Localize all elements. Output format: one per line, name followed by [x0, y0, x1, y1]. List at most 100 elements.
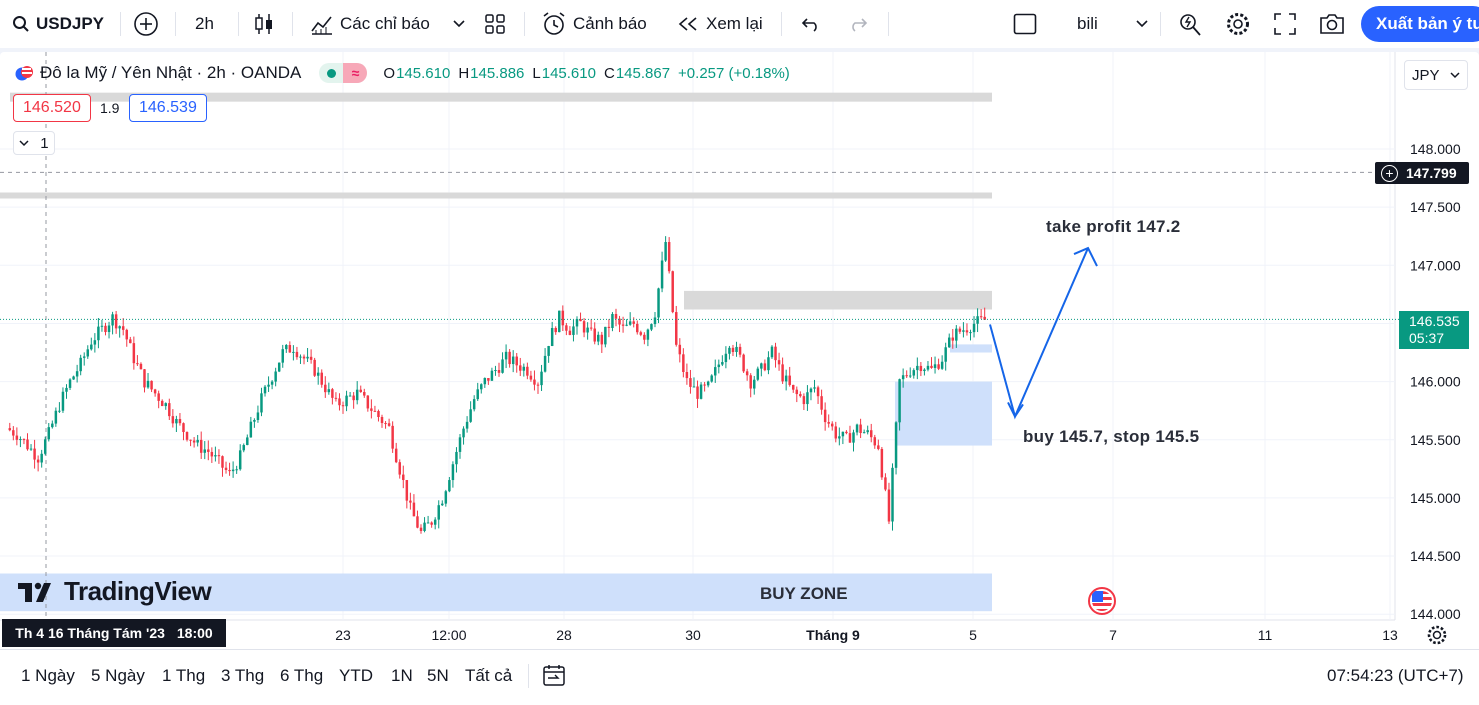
candle-body: [345, 395, 348, 407]
market-open-icon: [319, 68, 343, 78]
candle-body: [419, 527, 423, 531]
candle-body: [100, 325, 104, 327]
chart-legend: Đô la Mỹ / Yên Nhật · 2h · OANDA ≈ O145.…: [14, 62, 790, 84]
range-3m[interactable]: 3 Thg: [221, 666, 265, 685]
candle-body: [852, 432, 855, 443]
candle-body: [469, 409, 472, 422]
range-1d[interactable]: 1 Ngày: [21, 666, 75, 685]
candle-body: [862, 432, 866, 434]
chevron-down-icon: [453, 20, 465, 28]
timezone-clock[interactable]: 07:54:23 (UTC+7): [1327, 666, 1464, 685]
us-flag-icon[interactable]: [1088, 587, 1116, 615]
alert-button[interactable]: Cảnh báo: [541, 0, 647, 48]
candle-body: [207, 449, 210, 452]
candle-body: [455, 451, 458, 465]
quantity-toggle[interactable]: 1: [13, 131, 55, 155]
range-1y[interactable]: 1N: [391, 666, 413, 685]
settings-button[interactable]: [1225, 0, 1251, 48]
snapshot-button[interactable]: [1318, 0, 1346, 48]
range-6m[interactable]: 6 Thg: [280, 666, 324, 685]
chevron-down-icon: [1450, 71, 1460, 78]
indicators-button[interactable]: Các chỉ báo: [310, 0, 430, 48]
candle-body: [621, 324, 625, 326]
layout-name-button[interactable]: bili: [1077, 0, 1098, 48]
axis-settings-button[interactable]: [1426, 624, 1448, 651]
range-5d[interactable]: 5 Ngày: [91, 666, 145, 685]
last-price-label: 146.535 05:37: [1399, 311, 1469, 349]
candle-body: [451, 464, 455, 481]
candle-body: [618, 318, 621, 325]
templates-icon: [485, 14, 505, 34]
candle-body: [292, 351, 295, 353]
layout-name: bili: [1077, 14, 1098, 33]
candle-body: [710, 375, 713, 382]
candle-body: [568, 330, 572, 335]
plus-icon[interactable]: +: [1381, 164, 1398, 182]
currency-select[interactable]: JPY: [1404, 60, 1468, 90]
chart-type-button[interactable]: [254, 0, 274, 48]
goto-date-button[interactable]: [542, 664, 568, 693]
candle-body: [738, 346, 742, 355]
buy-zone-label[interactable]: BUY ZONE: [760, 584, 848, 603]
symbol-search[interactable]: USDJPY: [12, 0, 104, 48]
entry-note[interactable]: buy 145.7, stop 145.5: [1023, 427, 1200, 446]
replay-button[interactable]: Xem lại: [676, 0, 763, 48]
undo-button[interactable]: [801, 0, 821, 48]
quick-search-button[interactable]: [1178, 0, 1202, 48]
layout-button[interactable]: [1013, 0, 1037, 48]
range-1m[interactable]: 1 Thg: [162, 666, 206, 685]
layout-dropdown[interactable]: [1136, 0, 1148, 48]
candle-body: [894, 422, 898, 468]
publish-idea-button[interactable]: Xuất bản ý tưởng: [1361, 6, 1479, 42]
candle-body: [643, 334, 646, 340]
candle-body: [334, 397, 338, 399]
y-tick-label: 148.000: [1410, 141, 1461, 157]
candle-body: [646, 329, 650, 340]
candle-body: [855, 424, 859, 433]
redo-button[interactable]: [848, 0, 868, 48]
buy-button[interactable]: 146.539: [129, 94, 207, 122]
sell-button[interactable]: 146.520: [13, 94, 91, 122]
candle-body: [657, 288, 660, 318]
candle-body: [983, 316, 986, 320]
x-tick-label: Tháng 9: [806, 627, 860, 643]
candle-body: [561, 310, 565, 326]
candle-body: [589, 327, 593, 329]
templates-button[interactable]: [484, 0, 506, 48]
candle-body: [33, 448, 36, 460]
candle-body: [962, 330, 965, 332]
compare-button[interactable]: [133, 0, 159, 48]
range-ytd[interactable]: YTD: [339, 666, 373, 685]
divider: [528, 664, 529, 688]
x-tick-label: 13: [1382, 627, 1398, 643]
search-icon: [13, 16, 29, 32]
interval-button[interactable]: 2h: [195, 0, 214, 48]
candle-body: [196, 439, 199, 443]
candle-body: [806, 392, 809, 405]
symbol-description[interactable]: Đô la Mỹ / Yên Nhật · 2h · OANDA: [40, 63, 302, 82]
range-5y[interactable]: 5N: [427, 666, 449, 685]
candle-body: [526, 366, 529, 376]
market-status-pill[interactable]: ≈: [319, 63, 368, 83]
candle-body: [316, 372, 320, 376]
candle-body: [579, 319, 582, 322]
candle-body: [380, 417, 384, 424]
take-profit-note[interactable]: take profit 147.2: [1046, 217, 1181, 236]
buy-price: 146.539: [139, 99, 197, 116]
candle-body: [597, 334, 600, 342]
candle-body: [472, 399, 476, 410]
indicators-dropdown[interactable]: [453, 0, 465, 48]
candle-body: [845, 431, 848, 434]
resistance-band: [10, 92, 992, 102]
price-chart[interactable]: 148.000147.500147.000146.500146.000145.5…: [0, 52, 1479, 649]
candle-body: [263, 386, 267, 394]
high-value: 145.886: [470, 64, 525, 82]
candle-body: [210, 451, 214, 457]
crosshair-price-label[interactable]: + 147.799: [1375, 162, 1469, 184]
range-all[interactable]: Tất cả: [465, 666, 513, 685]
fullscreen-button[interactable]: [1273, 0, 1297, 48]
top-toolbar: USDJPY 2h Các chỉ báo Cảnh báo Xem lại b…: [0, 0, 1479, 48]
candle-body: [462, 428, 465, 438]
tradingview-logo[interactable]: TradingView: [18, 576, 212, 607]
candle-body: [423, 522, 426, 531]
